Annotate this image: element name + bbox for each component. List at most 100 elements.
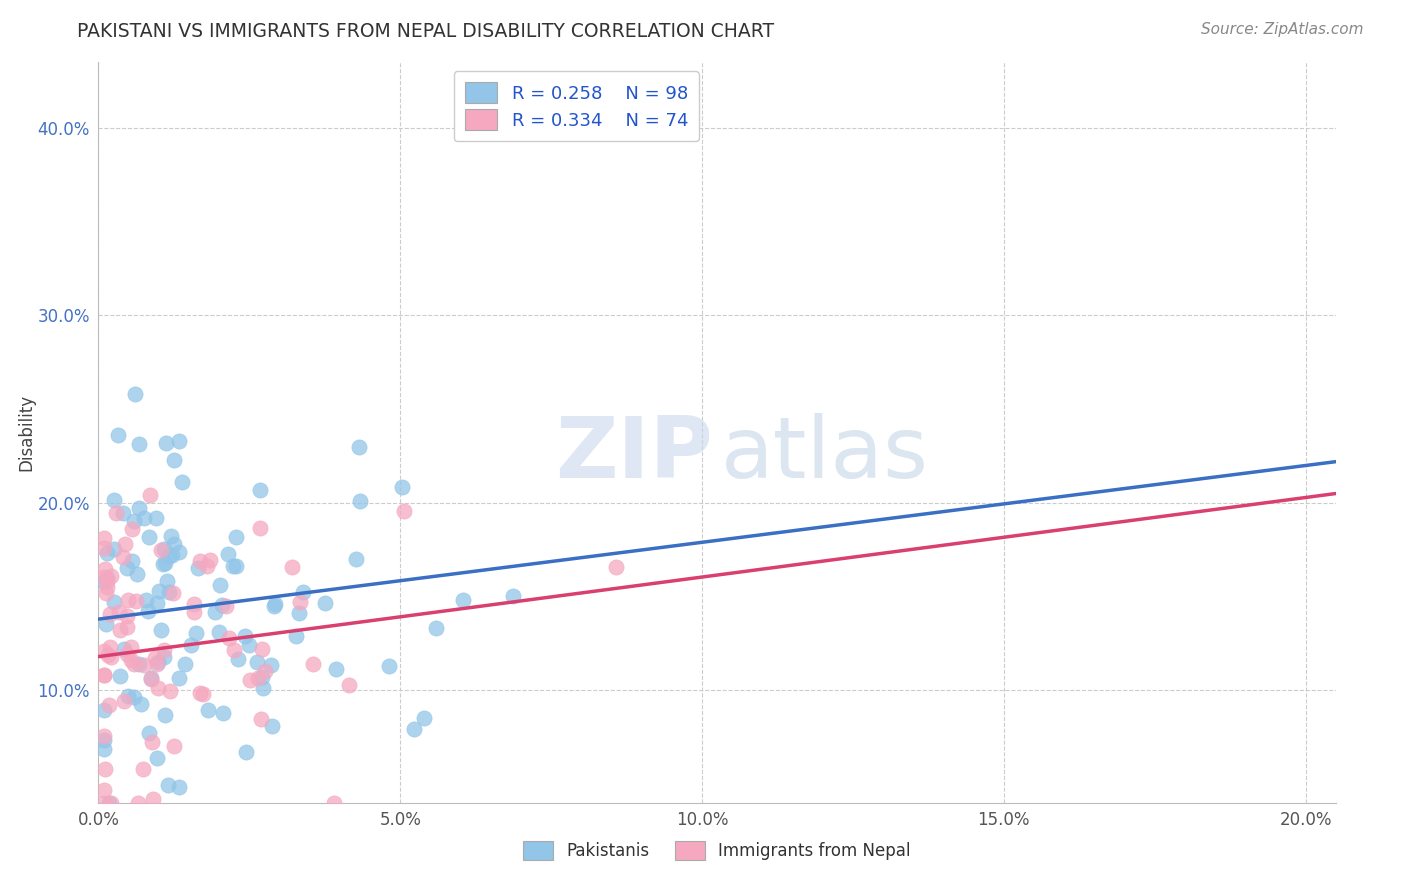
Point bbox=[141, 735, 163, 749]
Point bbox=[157, 549, 180, 563]
Point bbox=[235, 745, 257, 759]
Point bbox=[104, 506, 127, 520]
Point bbox=[160, 548, 183, 562]
Point bbox=[128, 500, 150, 515]
Point bbox=[157, 585, 180, 599]
Point bbox=[167, 671, 190, 685]
Point bbox=[287, 606, 309, 620]
Point bbox=[112, 694, 135, 708]
Point bbox=[96, 546, 118, 560]
Point bbox=[145, 750, 167, 764]
Point bbox=[288, 595, 311, 609]
Point bbox=[217, 547, 239, 561]
Point bbox=[93, 668, 115, 682]
Point bbox=[197, 703, 219, 717]
Point bbox=[125, 593, 148, 607]
Point bbox=[226, 652, 249, 666]
Point bbox=[93, 782, 115, 797]
Point bbox=[281, 560, 304, 574]
Point bbox=[127, 796, 149, 810]
Point bbox=[260, 658, 283, 673]
Point bbox=[159, 684, 181, 698]
Point bbox=[127, 567, 149, 582]
Point bbox=[129, 698, 152, 712]
Point bbox=[214, 599, 236, 614]
Point bbox=[224, 643, 246, 657]
Point bbox=[337, 678, 360, 692]
Point bbox=[260, 719, 283, 733]
Point bbox=[150, 542, 173, 557]
Point bbox=[162, 586, 184, 600]
Point bbox=[115, 608, 138, 623]
Point bbox=[124, 387, 146, 401]
Point bbox=[103, 542, 125, 557]
Point bbox=[139, 671, 162, 685]
Point bbox=[139, 672, 162, 686]
Point bbox=[209, 578, 232, 592]
Point bbox=[100, 796, 122, 810]
Y-axis label: Disability: Disability bbox=[17, 394, 35, 471]
Point bbox=[148, 584, 170, 599]
Point bbox=[391, 480, 413, 494]
Point bbox=[121, 554, 143, 568]
Point bbox=[212, 706, 235, 720]
Point bbox=[108, 669, 131, 683]
Point bbox=[143, 651, 166, 665]
Point bbox=[221, 558, 243, 573]
Point bbox=[302, 657, 325, 671]
Point bbox=[122, 514, 145, 528]
Point bbox=[121, 522, 143, 536]
Point bbox=[93, 570, 115, 584]
Point bbox=[100, 569, 122, 583]
Point bbox=[252, 681, 274, 696]
Point bbox=[156, 574, 179, 589]
Point bbox=[115, 561, 138, 575]
Point bbox=[249, 521, 271, 535]
Point bbox=[167, 434, 190, 449]
Point bbox=[344, 551, 367, 566]
Point bbox=[103, 492, 125, 507]
Point bbox=[98, 607, 121, 621]
Point bbox=[233, 629, 256, 643]
Point bbox=[325, 662, 347, 676]
Point bbox=[159, 529, 181, 543]
Point bbox=[107, 428, 129, 442]
Point bbox=[211, 598, 233, 612]
Point bbox=[114, 642, 136, 657]
Point bbox=[112, 549, 135, 564]
Point bbox=[413, 711, 436, 725]
Point bbox=[117, 689, 139, 703]
Point bbox=[135, 593, 157, 607]
Point bbox=[250, 642, 273, 657]
Point bbox=[425, 621, 447, 635]
Point bbox=[191, 687, 214, 701]
Point bbox=[93, 732, 115, 747]
Point bbox=[94, 616, 117, 631]
Point bbox=[93, 531, 115, 545]
Point bbox=[142, 791, 165, 805]
Point bbox=[225, 530, 247, 544]
Point bbox=[167, 780, 190, 795]
Point bbox=[180, 639, 202, 653]
Point bbox=[93, 729, 115, 743]
Point bbox=[107, 605, 129, 619]
Point bbox=[153, 642, 176, 657]
Point bbox=[292, 584, 315, 599]
Point bbox=[246, 671, 269, 685]
Point bbox=[93, 541, 115, 555]
Point bbox=[188, 554, 211, 568]
Point bbox=[183, 597, 205, 611]
Point bbox=[97, 698, 120, 712]
Point bbox=[145, 510, 167, 524]
Point bbox=[93, 796, 115, 810]
Point bbox=[163, 453, 186, 467]
Point bbox=[139, 488, 162, 502]
Point bbox=[96, 570, 118, 584]
Point bbox=[263, 599, 285, 613]
Point bbox=[173, 657, 195, 671]
Point bbox=[156, 778, 179, 792]
Point bbox=[108, 623, 131, 637]
Point bbox=[239, 673, 262, 688]
Point bbox=[163, 739, 186, 753]
Point bbox=[93, 667, 115, 681]
